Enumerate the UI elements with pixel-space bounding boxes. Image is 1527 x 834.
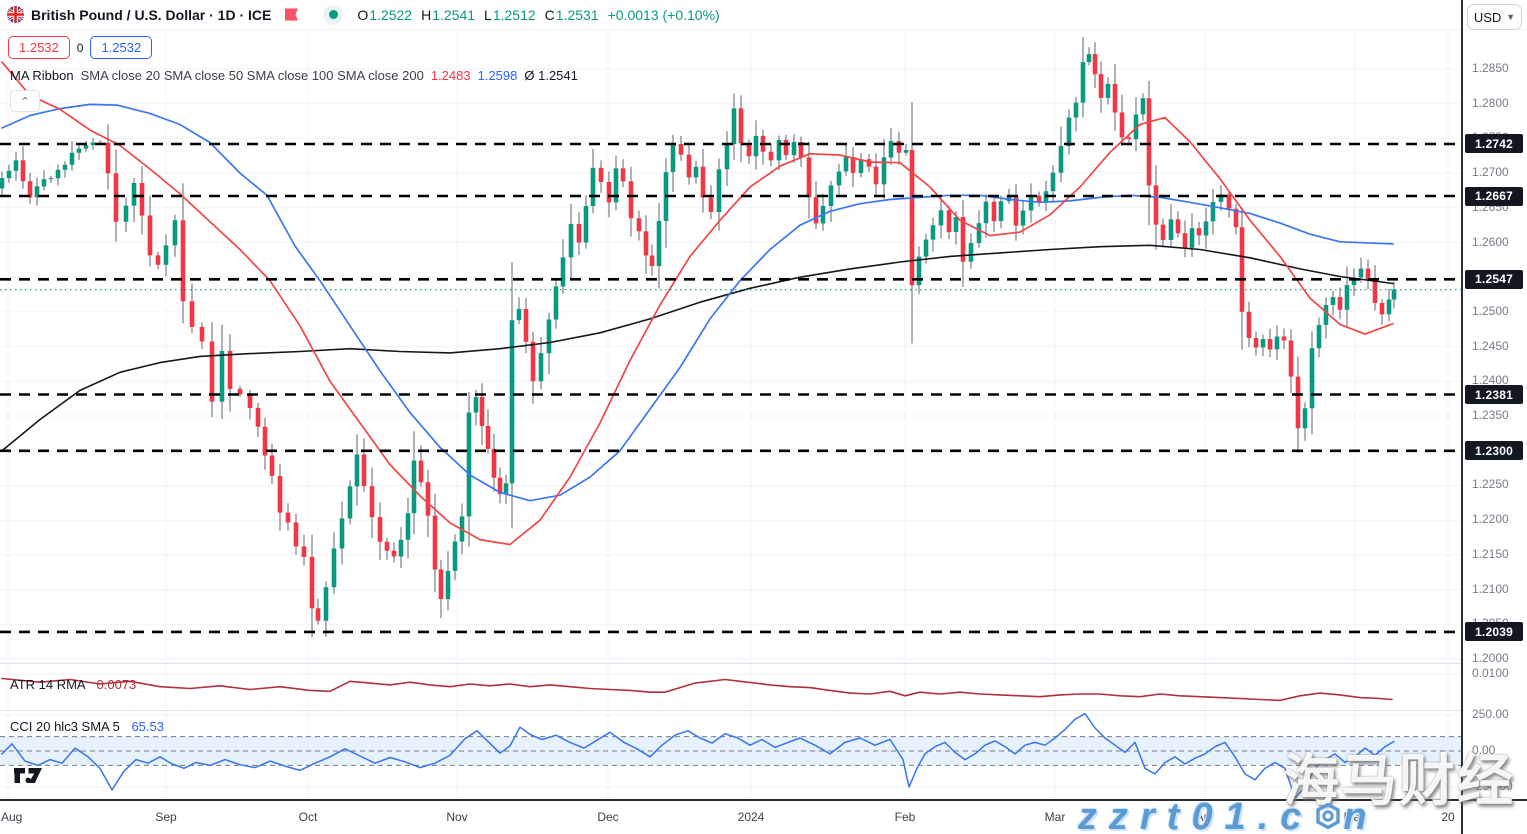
indicator-params: SMA close 20 SMA close 50 SMA close 100 … <box>80 68 424 83</box>
indicator-legend-ma-ribbon[interactable]: MA Ribbon SMA close 20 SMA close 50 SMA … <box>10 68 578 83</box>
spread-value: 0 <box>76 40 84 55</box>
price-level-badge: 1.2039 <box>1465 622 1523 642</box>
high-value: 1.2541 <box>432 6 476 23</box>
price-tick: 0.00 <box>1472 743 1496 757</box>
time-tick: Nov <box>446 810 468 824</box>
watermark-url-left: zzrt01.c <box>1078 796 1314 834</box>
price-tick: 0.0100 <box>1472 666 1509 680</box>
symbol-title[interactable]: British Pound / U.S. Dollar · 1D · ICE <box>31 6 272 23</box>
time-tick: Mar <box>1044 810 1066 824</box>
gbp-flag-icon <box>7 6 24 23</box>
price-tick: 1.2150 <box>1472 546 1509 561</box>
sma-mid-value: 1.2598 <box>477 68 518 83</box>
sma-fast-value: 1.2483 <box>430 68 471 83</box>
low-value: 1.2512 <box>492 6 536 23</box>
sma-avg-value: Ø 1.2541 <box>524 68 578 83</box>
close-value: 1.2531 <box>555 6 599 23</box>
price-level-badge: 1.2381 <box>1465 385 1523 405</box>
open-label: O <box>357 6 369 23</box>
time-tick: Feb <box>894 810 916 824</box>
time-axis[interactable]: Aug Sep Oct Nov Dec 2024 Feb Mar Apr May 20 <box>0 799 1527 834</box>
atr-name[interactable]: ATR 14 RMA <box>10 677 85 692</box>
price-tick: 1.2200 <box>1472 512 1509 527</box>
axis-border <box>1461 0 1463 834</box>
close-label: C <box>544 6 555 23</box>
open-value: 1.2522 <box>369 6 413 23</box>
indicator-name[interactable]: MA Ribbon <box>10 68 74 83</box>
price-level-badge: 1.2667 <box>1465 186 1523 206</box>
time-tick: 20 <box>1441 810 1455 824</box>
price-tick: -250.00 <box>1472 779 1513 793</box>
low-label: L <box>484 6 492 23</box>
currency-dropdown[interactable]: USD ▼ <box>1467 4 1522 30</box>
price-tick: 250.00 <box>1472 707 1509 721</box>
price-level-badge: 1.2300 <box>1465 441 1523 461</box>
indicator-legend-cci[interactable]: CCI 20 hlc3 SMA 5 65.53 <box>10 719 164 734</box>
cci-name[interactable]: CCI 20 hlc3 SMA 5 <box>10 719 120 734</box>
price-tick: 1.2000 <box>1472 650 1509 665</box>
price-tick: 1.2100 <box>1472 581 1509 596</box>
price-tick: 1.2450 <box>1472 338 1509 353</box>
toolbar: British Pound / U.S. Dollar · 1D · ICE O… <box>0 0 1527 30</box>
collapse-legend-button[interactable]: ⌃ <box>10 90 40 112</box>
buy-button[interactable]: 1.2532 <box>90 36 153 59</box>
price-tick: 1.2400 <box>1472 373 1509 388</box>
price-tick: 1.2850 <box>1472 61 1509 75</box>
time-tick: Sep <box>155 810 177 824</box>
time-tick: Dec <box>597 810 619 824</box>
price-tick: 1.2500 <box>1472 303 1509 318</box>
sell-button[interactable]: 1.2532 <box>8 36 70 59</box>
chevron-down-icon: ▼ <box>1506 12 1516 22</box>
market-status-icon[interactable] <box>323 4 344 25</box>
time-tick: Oct <box>298 810 318 824</box>
price-tick: 1.2700 <box>1472 165 1509 180</box>
cci-value: 65.53 <box>131 719 164 734</box>
price-tick: 1.2250 <box>1472 477 1509 492</box>
chevron-up-icon: ⌃ <box>20 95 30 108</box>
currency-label: USD <box>1473 9 1502 25</box>
watermark-chinese: 海马财经 <box>1283 749 1515 812</box>
price-level-badge: 1.2742 <box>1465 134 1523 154</box>
indicator-legend-atr[interactable]: ATR 14 RMA 0.0073 <box>10 677 136 692</box>
atr-value: 0.0073 <box>96 677 137 692</box>
high-label: H <box>421 6 432 23</box>
price-tick: 1.2350 <box>1472 408 1509 423</box>
time-tick: Aug <box>1 810 23 824</box>
quote-row: 1.2532 0 1.2532 <box>8 36 153 59</box>
red-flag-icon[interactable] <box>284 7 299 22</box>
ohlc-readout: O 1.2522 H 1.2541 L 1.2512 C 1.2531 +0.0013 … <box>357 7 719 23</box>
watermark-url: zzrt01.c n <box>1078 796 1379 834</box>
time-tick: Apr <box>1195 810 1215 824</box>
tradingview-logo[interactable] <box>14 767 43 790</box>
time-tick: 2024 <box>737 810 765 824</box>
nut-icon <box>1313 796 1343 834</box>
price-tick: 1.2800 <box>1472 95 1509 110</box>
time-tick: May <box>1343 810 1367 824</box>
watermark-url-right: n <box>1343 796 1379 834</box>
price-axis[interactable]: 1.28501.28001.27501.27001.26501.26001.25… <box>1463 0 1527 834</box>
price-tick: 1.2600 <box>1472 234 1509 249</box>
change-value: +0.0013 (+0.10%) <box>607 6 720 23</box>
price-level-badge: 1.2547 <box>1465 269 1523 289</box>
